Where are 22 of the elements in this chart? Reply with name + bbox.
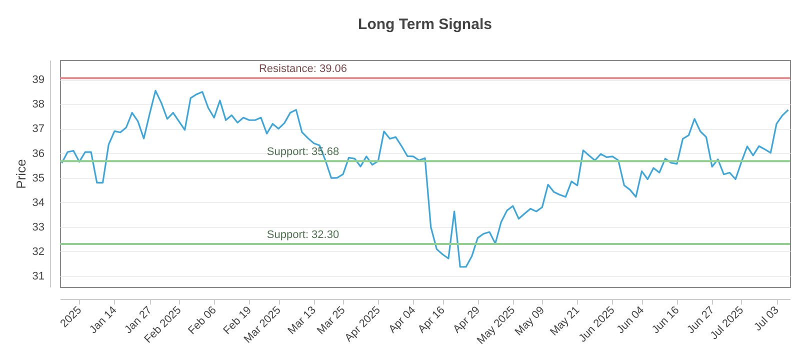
x-tick-label: Apr 04 (386, 304, 418, 336)
y-tick-label: 31 (32, 270, 44, 282)
ref-line-label: Resistance: 39.06 (258, 63, 348, 76)
x-tick-label: Feb 06 (186, 304, 219, 337)
y-tick-label: 39 (32, 74, 44, 86)
x-tick-label: Apr 16 (416, 304, 448, 336)
x-tick-label: Jun 04 (614, 304, 647, 336)
x-tick-label: Jul 03 (752, 304, 782, 334)
ref-line-label: Support: 32.30 (266, 229, 340, 242)
y-tick-label: 37 (32, 123, 44, 136)
y-tick-label: 35 (32, 172, 44, 184)
chart-title: Long Term Signals (358, 16, 492, 33)
y-axis-title: Price (13, 159, 28, 189)
x-tick-label: Apr 29 (451, 304, 482, 336)
line-series (60, 90, 790, 268)
x-tick-label: Jan 14 (87, 304, 120, 336)
y-tick-label: 34 (32, 196, 44, 209)
y-tick-label: 36 (32, 148, 44, 160)
y-tick-label: 38 (32, 98, 44, 111)
y-tick-label: 32 (32, 246, 44, 258)
x-tick-label: Jun 16 (650, 304, 682, 336)
y-tick-label: 33 (32, 221, 44, 234)
